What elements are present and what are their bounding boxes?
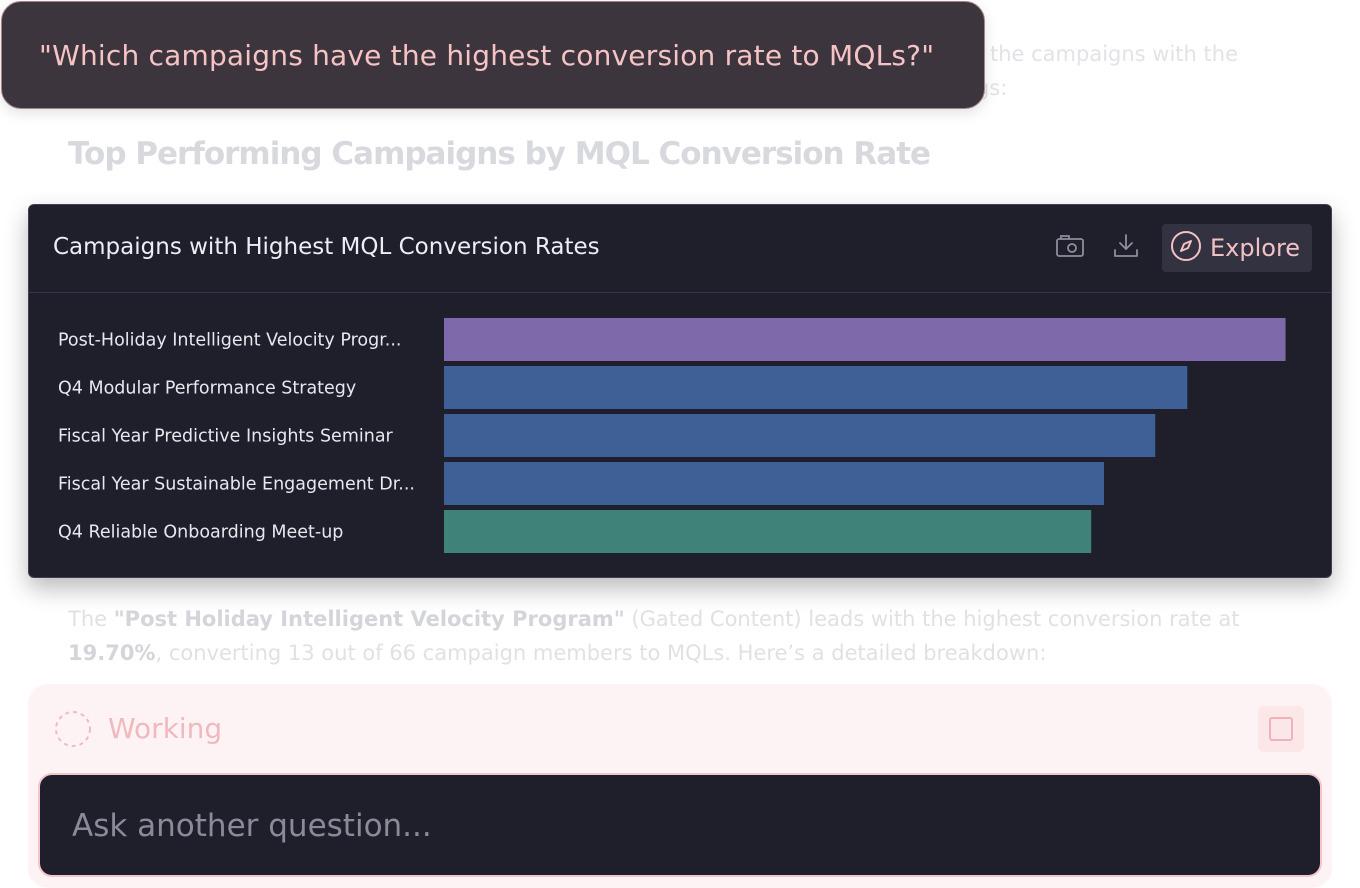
download-button[interactable] — [1110, 232, 1142, 264]
answer-paragraph: The "Post Holiday Intelligent Velocity P… — [68, 607, 1240, 665]
question-text: "Which campaigns have the highest conver… — [39, 38, 935, 72]
explore-button[interactable]: Explore — [1162, 224, 1312, 272]
bar[interactable] — [444, 318, 1286, 361]
stop-button[interactable] — [1258, 706, 1304, 752]
ask-box — [38, 773, 1322, 877]
bar-label: Q4 Modular Performance Strategy — [58, 379, 356, 399]
bar[interactable] — [444, 510, 1092, 553]
answer-heading: Top Performing Campaigns by MQL Conversi… — [68, 136, 931, 172]
bar-label: Fiscal Year Predictive Insights Seminar — [58, 427, 394, 447]
bar-label: Post-Holiday Intelligent Velocity Progr.… — [58, 331, 402, 351]
screenshot-button[interactable] — [1054, 232, 1086, 264]
spinner-icon — [54, 710, 92, 752]
bar-label: Fiscal Year Sustainable Engagement Dr... — [58, 475, 415, 495]
background-text-line: the campaigns with the — [990, 42, 1238, 66]
chart-title: Campaigns with Highest MQL Conversion Ra… — [53, 234, 600, 260]
ask-input[interactable] — [70, 801, 1274, 851]
chart-card: Campaigns with Highest MQL Conversion Ra… — [28, 204, 1332, 578]
explore-label: Explore — [1210, 234, 1301, 262]
bar[interactable] — [444, 414, 1156, 457]
bar[interactable] — [444, 366, 1188, 409]
question-bubble: "Which campaigns have the highest conver… — [1, 1, 985, 109]
working-label: Working — [108, 712, 223, 745]
bar-chart: Post-Holiday Intelligent Velocity Progr.… — [58, 318, 1286, 553]
compass-icon — [1170, 230, 1202, 266]
bar-label: Q4 Reliable Onboarding Meet-up — [58, 523, 343, 543]
camera-icon — [1056, 234, 1084, 262]
download-icon — [1113, 233, 1139, 263]
chart-card-header: Campaigns with Highest MQL Conversion Ra… — [29, 205, 1331, 293]
stop-icon — [1269, 717, 1293, 741]
bar[interactable] — [444, 462, 1104, 505]
